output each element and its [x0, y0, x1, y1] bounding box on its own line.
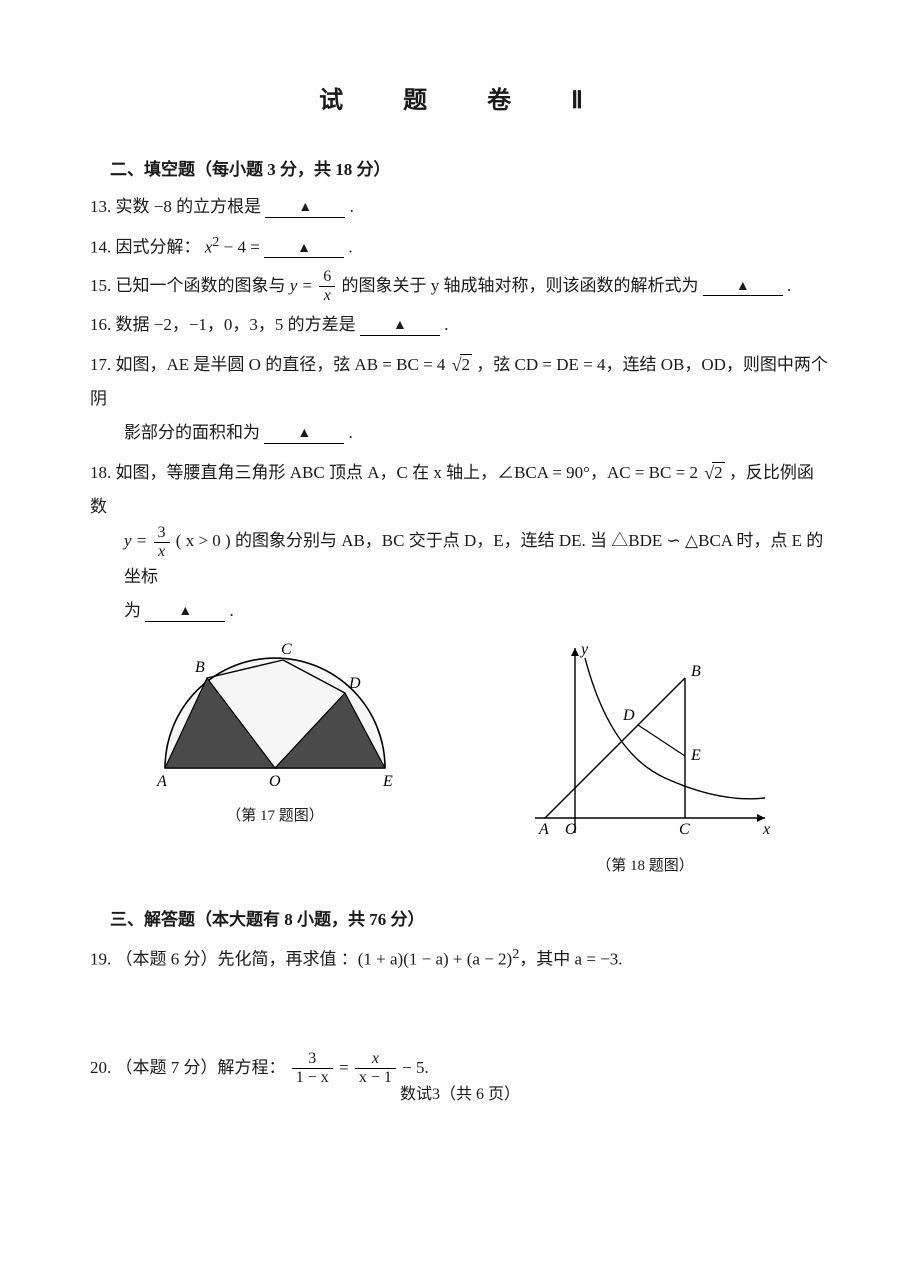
- svg-text:D: D: [348, 675, 361, 692]
- q16-pre: 数据 −2，−1，0，3，5 的方差是: [116, 315, 356, 334]
- spacer: [90, 981, 830, 1051]
- q16-post: .: [444, 315, 448, 334]
- q15-post: .: [787, 276, 791, 295]
- question-14: 14. 因式分解： x2 − 4 = ▲ .: [90, 228, 830, 265]
- q14-pre: 因式分解：: [116, 238, 201, 257]
- section2-heading: 二、填空题（每小题 3 分，共 18 分）: [110, 155, 830, 180]
- q14-post: .: [348, 238, 352, 257]
- question-17: 17. 如图，AE 是半圆 O 的直径，弦 AB = BC = 4 √2 ，弦 …: [90, 346, 830, 450]
- svg-text:C: C: [281, 641, 292, 658]
- q13-pre: 实数 −8 的立方根是: [116, 197, 262, 216]
- q18-frac: 3 x: [154, 525, 170, 560]
- svg-text:A: A: [156, 773, 167, 790]
- q16-num: 16.: [90, 315, 111, 334]
- q18-line2: y = 3 x ( x > 0 ) 的图象分别与 AB，BC 交于点 D，E，连…: [90, 524, 830, 594]
- q17-line2: 影部分的面积和为 ▲ .: [90, 416, 830, 450]
- svg-text:E: E: [382, 773, 393, 790]
- q20-eq: =: [339, 1058, 353, 1077]
- q13-post: .: [350, 197, 354, 216]
- q18-line3: 为 ▲ .: [90, 594, 830, 628]
- svg-text:B: B: [195, 659, 205, 676]
- q14-num: 14.: [90, 238, 111, 257]
- figure-17: A B C D E O （第 17 题图）: [145, 638, 405, 875]
- question-13: 13. 实数 −8 的立方根是 ▲ .: [90, 190, 830, 224]
- fig18-caption: （第 18 题图）: [515, 854, 775, 875]
- q18-sqrt: √2: [702, 454, 724, 490]
- q17-l1a: 如图，AE 是半圆 O 的直径，弦 AB = BC = 4: [116, 355, 446, 374]
- q16-blank: ▲: [360, 316, 440, 336]
- q15-num: 15.: [90, 276, 111, 295]
- q17-blank: ▲: [264, 424, 344, 444]
- q18-blank: ▲: [145, 602, 225, 622]
- q14-blank: ▲: [264, 239, 344, 259]
- fig17-svg: A B C D E O: [145, 638, 405, 798]
- q17-num: 17.: [90, 355, 111, 374]
- q15-yeq: y =: [290, 276, 318, 295]
- svg-text:y: y: [579, 641, 589, 658]
- figure-18: A O C B D E x y （第 18 题图）: [515, 638, 775, 875]
- q15-frac: 6 x: [319, 269, 335, 304]
- q19-a: （本题 6 分）先化简，再求值 ：(1 + a)(1 − a) + (a − 2…: [116, 950, 513, 969]
- q18-l1a: 如图，等腰直角三角形 ABC 顶点 A，C 在 x 轴上，∠BCA = 90°，…: [116, 463, 698, 482]
- section3-heading: 三、解答题（本大题有 8 小题，共 76 分）: [110, 905, 830, 930]
- q15-mid: 的图象关于 y 轴成轴对称，则该函数的解析式为: [342, 276, 699, 295]
- q15-pre: 已知一个函数的图象与: [116, 276, 290, 295]
- svg-text:O: O: [565, 821, 577, 838]
- q20-b: − 5.: [402, 1058, 429, 1077]
- svg-text:C: C: [679, 821, 690, 838]
- page-footer: 数试3（共 6 页）: [0, 1080, 920, 1104]
- page-title: 试 题 卷 Ⅱ: [90, 80, 830, 115]
- q20-a: （本题 7 分）解方程：: [116, 1058, 286, 1077]
- q14-sup: 2: [212, 234, 219, 250]
- figures-row: A B C D E O （第 17 题图）: [90, 638, 830, 875]
- svg-text:E: E: [690, 747, 701, 764]
- q17-sqrt: √2: [450, 346, 472, 382]
- q19-num: 19.: [90, 950, 111, 969]
- question-15: 15. 已知一个函数的图象与 y = 6 x 的图象关于 y 轴成轴对称，则该函…: [90, 269, 830, 305]
- svg-text:B: B: [691, 663, 701, 680]
- svg-text:D: D: [622, 707, 635, 724]
- question-16: 16. 数据 −2，−1，0，3，5 的方差是 ▲ .: [90, 308, 830, 342]
- q15-blank: ▲: [703, 277, 783, 297]
- question-18: 18. 如图，等腰直角三角形 ABC 顶点 A，C 在 x 轴上，∠BCA = …: [90, 454, 830, 628]
- q18-num: 18.: [90, 463, 111, 482]
- q19-b: ，其中 a = −3.: [519, 950, 622, 969]
- fig17-caption: （第 17 题图）: [145, 804, 405, 825]
- svg-text:A: A: [538, 821, 549, 838]
- question-19: 19. （本题 6 分）先化简，再求值 ：(1 + a)(1 − a) + (a…: [90, 940, 830, 977]
- svg-text:O: O: [269, 773, 281, 790]
- q13-blank: ▲: [265, 198, 345, 218]
- q13-num: 13.: [90, 197, 111, 216]
- fig18-svg: A O C B D E x y: [515, 638, 775, 848]
- svg-text:x: x: [762, 821, 770, 838]
- q14-b: − 4 =: [224, 238, 264, 257]
- exam-page: 试 题 卷 Ⅱ 二、填空题（每小题 3 分，共 18 分） 13. 实数 −8 …: [0, 0, 920, 1274]
- q20-num: 20.: [90, 1058, 111, 1077]
